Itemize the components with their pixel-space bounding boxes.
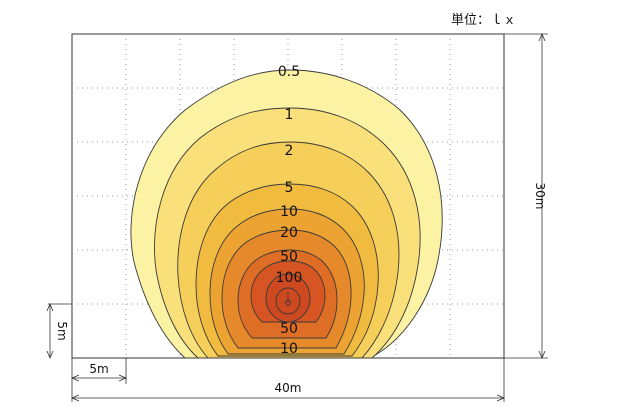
iso-label: 0.5	[278, 64, 300, 80]
iso-label: 20	[280, 225, 298, 241]
isolux-contours	[130, 69, 443, 359]
iso-label: 10	[280, 204, 298, 220]
unit-label: 単位：ｌｘ	[451, 12, 516, 28]
width-dimension-label: 40m	[275, 381, 302, 395]
iso-label: 10	[280, 341, 298, 357]
iso-label: 100	[276, 270, 303, 286]
height-dimension	[504, 32, 548, 360]
grid-step-v-label: 5m	[55, 321, 69, 340]
grid-step-h-dimension	[70, 358, 128, 402]
height-dimension-label: 30m	[533, 183, 547, 210]
iso-label: 50	[280, 321, 298, 337]
iso-label: 5	[285, 180, 294, 196]
width-dimension	[70, 358, 506, 402]
luminaire-marker	[285, 300, 291, 306]
grid-step-v-dimension	[46, 302, 72, 360]
isolux-labels: 0.5 1 2 5 10 20 50 100 50 10	[276, 64, 303, 357]
iso-label: 50	[280, 249, 298, 265]
grid-step-h-label: 5m	[89, 362, 108, 376]
iso-label: 2	[285, 143, 294, 159]
iso-label: 1	[285, 107, 294, 123]
